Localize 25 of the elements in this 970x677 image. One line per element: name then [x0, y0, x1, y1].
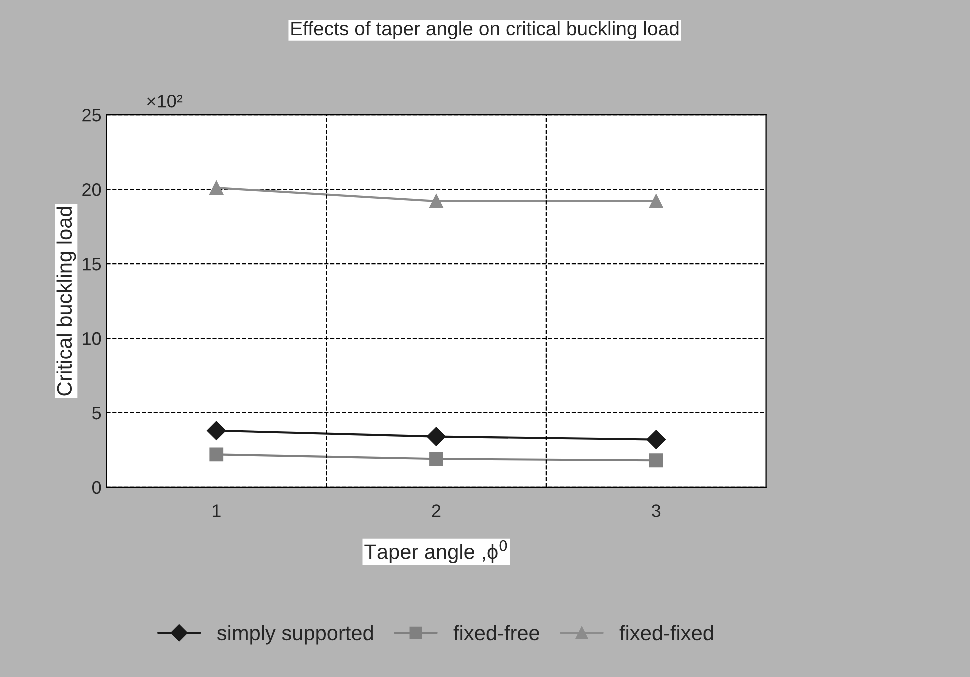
- y-axis-title: Critical buckling load: [56, 207, 76, 396]
- point: [649, 454, 664, 468]
- point: [426, 427, 446, 446]
- y-tick-label: 15: [83, 258, 102, 271]
- point: [207, 421, 226, 440]
- chart-title: Effects of taper angle on critical buckling load: [292, 21, 679, 40]
- text: ×10²: [148, 95, 183, 108]
- legend-label: simply supported: [217, 625, 374, 645]
- point: [646, 430, 666, 450]
- x-tick-label: 3: [652, 504, 661, 518]
- legend-label: fixed-free: [454, 625, 540, 641]
- x-tick-label: 1: [212, 504, 221, 518]
- point: [649, 194, 664, 208]
- y-tick-label: 10: [83, 332, 102, 346]
- y-tick-label: 5: [92, 407, 102, 420]
- y-tick-label: 20: [82, 183, 102, 196]
- point: [430, 452, 444, 466]
- point: [430, 194, 444, 208]
- x-tick-label: 2: [432, 504, 441, 518]
- x-axis-title: Taper angle ,ϕ$^{0}$: [364, 540, 508, 564]
- y-tick-label: 0: [92, 481, 102, 494]
- point: [210, 448, 224, 462]
- legend-label: fixed-fixed: [620, 625, 714, 641]
- y-tick-label: 25: [82, 109, 102, 122]
- point: [210, 181, 224, 196]
